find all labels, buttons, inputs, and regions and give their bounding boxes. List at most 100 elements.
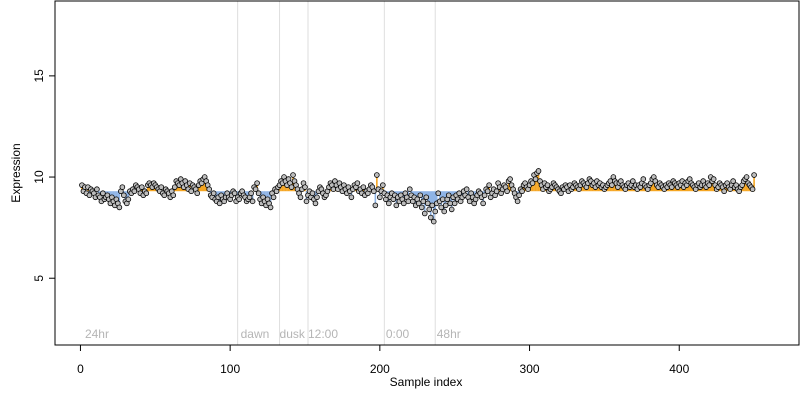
data-point (558, 190, 564, 197)
deviation-bar (679, 185, 682, 192)
data-point (447, 200, 454, 207)
data-point (456, 190, 462, 197)
deviation-bar (534, 179, 537, 192)
data-point (544, 182, 551, 188)
data-point (309, 190, 316, 197)
y-tick-label: 5 (32, 275, 46, 282)
deviation-bar (438, 191, 441, 202)
deviation-bar (614, 181, 616, 192)
data-point (721, 188, 727, 195)
data-point (439, 196, 446, 203)
y-tick-label: 10 (32, 170, 46, 184)
data-point (371, 188, 377, 195)
data-point (418, 204, 425, 211)
data-point (374, 172, 380, 178)
y-axis: 5 10 15 (32, 69, 55, 282)
data-point (405, 198, 412, 205)
deviation-bar (397, 191, 399, 198)
y-tick-label: 15 (32, 69, 46, 83)
data-point (314, 194, 320, 201)
deviation-bar (382, 185, 384, 192)
data-point (270, 194, 277, 201)
data-point (377, 194, 383, 201)
data-point (535, 168, 542, 174)
data-point (94, 186, 100, 192)
deviation-bar (115, 191, 118, 200)
region-dividers (237, 1, 436, 345)
data-point (429, 202, 436, 209)
data-point (254, 180, 260, 186)
data-point (406, 186, 413, 192)
data-point (354, 180, 361, 186)
deviation-bar (536, 173, 538, 192)
deviation-bar (147, 185, 149, 192)
data-point (448, 206, 455, 213)
deviation-bar (316, 191, 318, 198)
data-point (630, 178, 636, 184)
data-point (432, 208, 439, 215)
data-point (640, 176, 647, 182)
data-point (255, 190, 262, 197)
data-point (529, 180, 536, 186)
deviation-bar (217, 191, 219, 198)
data-point (441, 208, 448, 215)
deviation-bar (200, 183, 203, 192)
data-point (463, 186, 470, 192)
data-point (668, 184, 675, 190)
deviation-bar (461, 191, 463, 198)
data-point (248, 190, 254, 197)
data-point (380, 182, 386, 188)
data-point (348, 194, 355, 201)
deviation-bar (441, 191, 444, 200)
data-point (415, 200, 422, 207)
data-point (249, 198, 256, 205)
deviation-bar (591, 185, 594, 192)
data-point (430, 218, 437, 225)
data-point (751, 172, 757, 178)
data-point (86, 192, 93, 199)
data-point (312, 200, 319, 207)
x-tick-label: 300 (520, 362, 540, 376)
deviation-bar (428, 191, 431, 210)
deviation-bar (203, 177, 206, 192)
deviation-bar (266, 191, 269, 200)
data-point (493, 188, 500, 195)
data-point (116, 204, 123, 211)
deviation-bar (81, 185, 83, 192)
data-point (297, 194, 304, 201)
data-point (435, 190, 442, 197)
data-point (516, 192, 522, 199)
deviation-bar (178, 185, 181, 192)
deviation-bar (281, 183, 284, 192)
x-tick-label: 400 (669, 362, 689, 376)
data-points (79, 168, 757, 225)
deviation-bar (269, 191, 272, 208)
data-point (730, 178, 736, 184)
data-point (206, 186, 212, 192)
data-point (252, 186, 259, 192)
data-point (484, 188, 491, 195)
data-point (161, 192, 168, 199)
data-point (438, 204, 445, 211)
data-point (480, 200, 486, 207)
data-point (532, 176, 539, 182)
x-axis: 0 100 200 300 400 (77, 345, 690, 376)
data-point (417, 192, 424, 199)
data-point (451, 200, 458, 207)
data-point (302, 184, 308, 190)
region-label: 12:00 (308, 327, 338, 341)
data-point (519, 188, 525, 195)
deviation-bar (450, 191, 453, 210)
data-point (507, 176, 513, 182)
data-point (481, 192, 488, 199)
x-tick-label: 200 (370, 362, 390, 376)
data-point (749, 186, 756, 192)
deviation-bar (374, 191, 377, 206)
deviation-bar (236, 191, 239, 198)
deviation-bar (531, 183, 534, 192)
data-point (100, 190, 106, 197)
deviation-bar (685, 185, 688, 192)
deviation-bar (488, 185, 490, 192)
data-point (170, 192, 177, 199)
